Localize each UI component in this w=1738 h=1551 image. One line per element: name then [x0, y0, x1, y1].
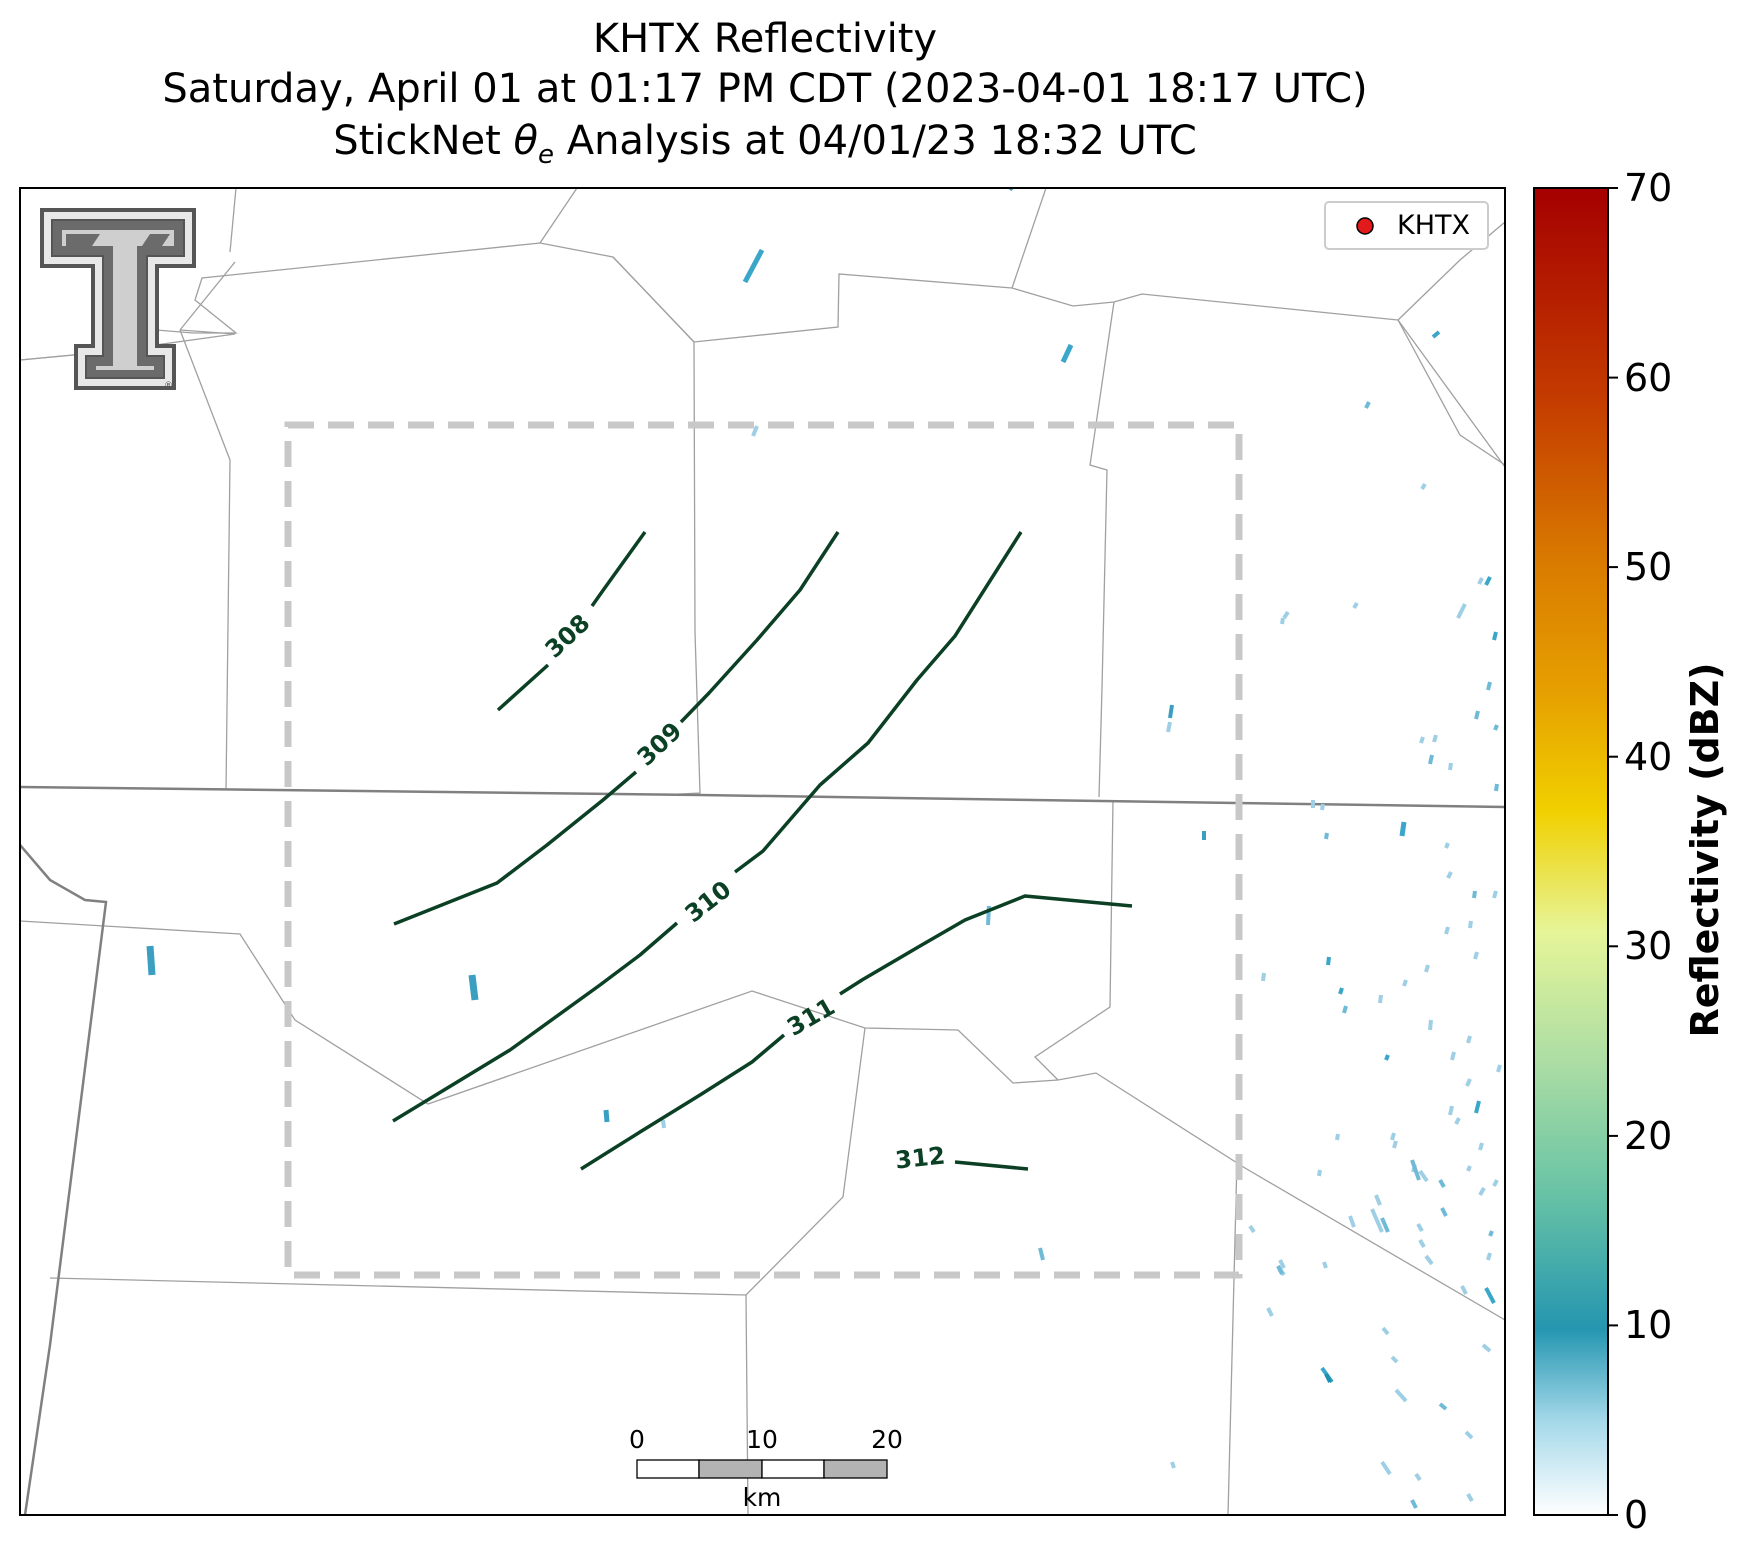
- map-subtitle-analysis: StickNet θe Analysis at 04/01/23 18:32 U…: [333, 118, 1197, 170]
- contour-label-310: 310: [680, 875, 737, 928]
- reflectivity-echoes: [146, 188, 1502, 1509]
- map-subtitle-time: Saturday, April 01 at 01:17 PM CDT (2023…: [162, 66, 1368, 112]
- scale-bar: 0 10 20 km: [629, 1425, 903, 1512]
- scale-tick-20: 20: [871, 1425, 903, 1454]
- contour-label-308: 308: [540, 609, 596, 664]
- legend: KHTX: [1324, 201, 1489, 250]
- scale-unit: km: [743, 1483, 782, 1512]
- colorbar-tick-40: 40: [1624, 735, 1672, 779]
- colorbar-tick-50: 50: [1624, 545, 1672, 589]
- scale-tick-0: 0: [629, 1425, 645, 1454]
- colorbar-label: Reflectivity (dBZ): [1683, 662, 1727, 1037]
- texas-tech-logo: ®: [40, 208, 196, 391]
- map-frame: [19, 187, 1506, 1516]
- colorbar: 0 10 20 30 40 50 60 70 Reflectivity (dBZ…: [1533, 166, 1727, 1537]
- theta-e-contours: [392, 530, 1133, 1171]
- colorbar-tick-60: 60: [1624, 356, 1672, 400]
- contour-label-311: 311: [782, 992, 839, 1041]
- scale-tick-10: 10: [746, 1425, 778, 1454]
- contour-label-312: 312: [894, 1142, 947, 1175]
- colorbar-tick-20: 20: [1624, 1114, 1672, 1158]
- contour-label-309: 309: [632, 717, 688, 772]
- legend-label-khtx: KHTX: [1397, 210, 1470, 241]
- svg-text:®: ®: [164, 381, 173, 391]
- colorbar-tick-0: 0: [1624, 1493, 1648, 1537]
- colorbar-tick-30: 30: [1624, 924, 1672, 968]
- contour-labels: 308 309 310 311 312: [540, 609, 947, 1175]
- colorbar-tick-10: 10: [1624, 1303, 1672, 1347]
- map-title: KHTX Reflectivity: [592, 16, 938, 62]
- legend-marker-khtx: [1356, 217, 1374, 235]
- colorbar-tick-70: 70: [1624, 166, 1672, 210]
- analysis-domain-box: [284, 421, 1243, 1279]
- state-boundary: [20, 785, 1505, 1515]
- colorbar-gradient: [1533, 187, 1609, 1516]
- legend-box: [1324, 201, 1489, 250]
